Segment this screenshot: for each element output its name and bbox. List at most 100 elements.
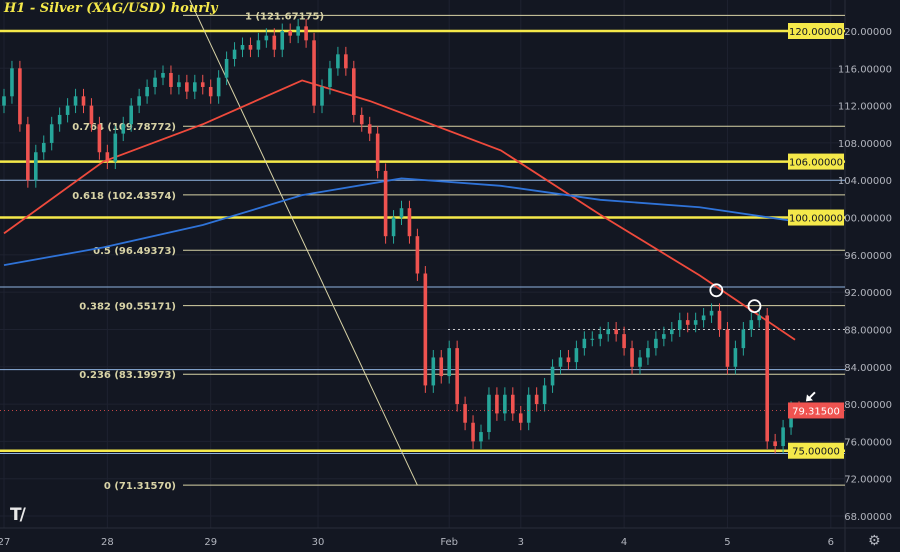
candle-body — [367, 124, 372, 134]
candle-body — [65, 105, 70, 115]
candle-body — [89, 105, 94, 125]
candle-body — [177, 82, 181, 87]
candle-body — [654, 338, 658, 349]
price-tick-label: 88.00000 — [844, 325, 892, 336]
candle-body — [717, 310, 722, 330]
candle-body — [765, 315, 769, 442]
candle-body — [41, 142, 46, 153]
candle-body — [415, 236, 420, 274]
candle-body — [439, 357, 444, 377]
candle-body — [208, 86, 213, 97]
candle-body — [272, 35, 277, 50]
candle-body — [280, 31, 285, 50]
candle-body — [518, 413, 523, 423]
price-tick-label: 120.00000 — [838, 27, 892, 38]
price-tick-label: 92.00000 — [844, 288, 892, 299]
key-level-badge — [788, 153, 844, 170]
candle-body — [701, 315, 706, 321]
fib-level-label: 0.236 (83.19973) — [79, 370, 176, 381]
candle-body — [57, 114, 62, 125]
candle-body — [34, 152, 38, 181]
candle-body — [288, 31, 292, 36]
key-level-badge — [788, 442, 844, 459]
candle-body — [479, 432, 483, 442]
candle-body — [670, 329, 674, 335]
key-level-badge-label: 100.00000 — [789, 214, 843, 225]
candle-body — [264, 35, 269, 41]
candle-body — [622, 334, 626, 349]
fib-level-label: 0.5 (96.49373) — [93, 246, 176, 257]
price-tick-label: 116.00000 — [838, 64, 892, 75]
candle-body — [248, 44, 253, 50]
fib-level-label: 0.382 (90.55171) — [79, 302, 176, 313]
candle-body — [97, 124, 102, 153]
candle-body — [662, 334, 666, 339]
candle-body — [542, 385, 547, 405]
candle-body — [383, 170, 388, 237]
candle-body — [582, 338, 587, 349]
candle-body — [495, 394, 499, 414]
candle-body — [550, 366, 555, 386]
candle-body — [359, 114, 364, 125]
price-tick-label: 108.00000 — [838, 139, 892, 150]
candle-body — [503, 394, 507, 414]
highlight-circle — [747, 299, 762, 314]
price-tick-label: 96.00000 — [844, 251, 892, 262]
candle-body — [328, 68, 332, 87]
candle-body — [391, 217, 396, 237]
price-tick-label: 68.00000 — [844, 512, 892, 523]
last-price-badge — [788, 402, 844, 419]
key-level-badge-label: 75.00000 — [792, 447, 840, 458]
candle-body — [145, 86, 149, 97]
candle-body — [224, 58, 229, 78]
candle-body — [455, 348, 459, 405]
candle-body — [749, 320, 754, 330]
candle-body — [614, 329, 618, 335]
blue-moving-average — [3, 177, 796, 266]
candle-body — [10, 68, 14, 97]
candle-body — [447, 348, 451, 377]
time-tick-label: 3 — [518, 537, 524, 548]
price-tick-label: 72.00000 — [844, 475, 892, 486]
candle-body — [129, 105, 133, 125]
candle-body — [534, 394, 539, 405]
candle-body — [352, 68, 356, 115]
candle-body — [240, 44, 245, 50]
candle-body — [781, 427, 785, 447]
candle-body — [344, 54, 348, 69]
candle-body — [375, 133, 380, 171]
candle-body — [590, 338, 595, 340]
candle-body — [336, 54, 340, 69]
key-level-badge — [788, 209, 844, 226]
time-tick-label: 4 — [621, 537, 627, 548]
arrow-head-icon — [805, 394, 813, 402]
candle-body — [558, 357, 563, 367]
time-tick-label: Feb — [440, 537, 458, 548]
candle-body — [685, 320, 690, 325]
candle-body — [296, 26, 300, 36]
candle-body — [574, 348, 579, 363]
settings-icon[interactable]: ⚙ — [868, 533, 881, 549]
last-price-label: 79.31500 — [792, 406, 840, 417]
candle-body — [407, 208, 412, 237]
candle-body — [105, 152, 110, 162]
candle-body — [73, 96, 78, 106]
candle-body — [18, 68, 22, 125]
time-tick-label: 29 — [204, 537, 217, 548]
candle-body — [153, 77, 157, 87]
candle-body — [487, 394, 491, 433]
tradingview-logo-icon: T/ — [10, 505, 26, 525]
candle-body — [232, 49, 237, 59]
key-level-badge — [788, 23, 844, 39]
candle-body — [161, 72, 165, 78]
chart-title: H1 - Silver (XAG/USD) hourly — [4, 1, 218, 16]
candle-body — [49, 124, 54, 143]
price-tick-label: 84.00000 — [844, 363, 892, 374]
candle-body — [121, 124, 126, 134]
price-tick-label: 112.00000 — [838, 102, 892, 113]
candle-body — [646, 348, 650, 358]
price-tick-label: 104.00000 — [838, 176, 892, 187]
candle-body — [137, 96, 141, 106]
time-tick-label: 30 — [312, 537, 325, 548]
